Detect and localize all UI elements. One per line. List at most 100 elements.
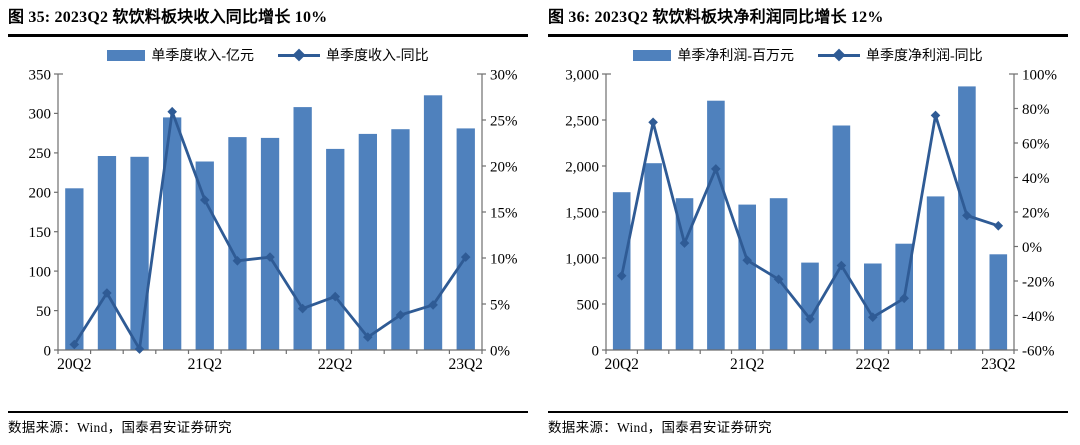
figure-35-legend: 单季度收入-亿元 单季度收入-同比 bbox=[8, 46, 528, 64]
line-series-swatch bbox=[278, 48, 320, 62]
right-axis-tick-label: -60% bbox=[1022, 343, 1055, 359]
diamond-marker bbox=[930, 110, 941, 121]
bar bbox=[260, 137, 280, 350]
bar bbox=[65, 188, 84, 350]
spacer bbox=[8, 378, 528, 411]
x-axis-tick-label: 20Q2 bbox=[604, 356, 638, 373]
diamond-marker-icon bbox=[292, 48, 306, 62]
left-axis-tick-label: 300 bbox=[29, 107, 52, 123]
left-axis-tick-label: 3,000 bbox=[565, 67, 599, 83]
bar bbox=[163, 117, 182, 351]
bar bbox=[228, 137, 247, 350]
bar bbox=[801, 262, 819, 350]
right-axis-tick-label: 5% bbox=[490, 297, 510, 313]
bar bbox=[864, 263, 882, 350]
left-axis-tick-label: 0 bbox=[44, 343, 52, 359]
bar bbox=[832, 125, 851, 350]
diamond-marker bbox=[167, 106, 177, 117]
figure-36-legend: 单季净利润-百万元 单季度净利润-同比 bbox=[548, 46, 1068, 64]
bar bbox=[738, 204, 756, 350]
right-axis-tick-label: 30% bbox=[490, 67, 518, 83]
diamond-marker bbox=[836, 260, 847, 271]
diamond-marker bbox=[265, 252, 275, 262]
bar-series bbox=[65, 95, 475, 351]
right-axis-tick-label: 0% bbox=[490, 343, 510, 359]
diamond-marker bbox=[102, 288, 112, 298]
right-axis-tick-label: 20% bbox=[490, 159, 518, 175]
diamond-marker bbox=[69, 339, 80, 350]
figure-36-chart: 0 500 1,000 1,500 2,000 2,500 3,000 -60% -40% -20… bbox=[565, 67, 1057, 373]
source-rule bbox=[548, 411, 1068, 413]
figure-35-chart: 0 50 100 150 200 250 300 350 0% 5% 10% 15% 20% 25% 30%… bbox=[29, 67, 518, 373]
figure-36-title: 图 36: 2023Q2 软饮料板块净利润同比增长 12% bbox=[548, 9, 884, 26]
left-axis-tick-label: 2,000 bbox=[565, 159, 599, 175]
diamond-marker bbox=[428, 300, 438, 310]
diamond-marker bbox=[805, 314, 815, 324]
left-axis-tick-label: 150 bbox=[29, 225, 52, 241]
right-axis-tick-label: 80% bbox=[1022, 102, 1050, 118]
bar bbox=[423, 95, 443, 350]
diamond-marker bbox=[363, 332, 373, 342]
line-series bbox=[616, 110, 1004, 324]
left-axis-tick-label: 1,500 bbox=[565, 205, 599, 221]
right-axis-tick-label: 15% bbox=[490, 205, 518, 221]
right-axis-tick-label: -40% bbox=[1022, 309, 1055, 325]
diamond-marker bbox=[993, 221, 1004, 231]
diamond-marker bbox=[297, 303, 308, 314]
source-rule bbox=[8, 411, 528, 413]
x-axis-tick-label: 21Q2 bbox=[730, 356, 764, 373]
left-axis-tick-label: 0 bbox=[592, 343, 600, 359]
line-series-legend-label: 单季度净利润-同比 bbox=[866, 49, 983, 64]
left-axis-tick-label: 250 bbox=[29, 146, 52, 162]
diamond-marker bbox=[200, 195, 210, 205]
x-axis-tick-label: 22Q2 bbox=[856, 356, 890, 373]
diamond-marker bbox=[742, 255, 752, 266]
left-axis-tick-label: 100 bbox=[29, 264, 52, 280]
diamond-marker bbox=[460, 252, 471, 262]
bar bbox=[358, 133, 377, 350]
right-axis-tick-label: 40% bbox=[1022, 171, 1050, 187]
figure-35-source: 数据来源：Wind，国泰君安证券研究 bbox=[8, 420, 232, 435]
left-axis-tick-label: 2,500 bbox=[565, 113, 599, 129]
figure-36-panel: 图 36: 2023Q2 软饮料板块净利润同比增长 12% 单季净利润-百万元 … bbox=[540, 0, 1080, 445]
bar-series-swatch bbox=[107, 49, 146, 61]
bar bbox=[769, 198, 788, 350]
figure-36-source: 数据来源：Wind，国泰君安证券研究 bbox=[548, 420, 772, 435]
left-axis-tick-label: 500 bbox=[577, 297, 600, 313]
diamond-marker bbox=[899, 293, 909, 304]
bar bbox=[195, 161, 214, 350]
diamond-marker bbox=[616, 271, 627, 281]
line-series-swatch bbox=[818, 48, 860, 62]
diamond-marker-icon bbox=[832, 48, 846, 62]
bar bbox=[130, 156, 149, 350]
bar bbox=[456, 128, 475, 350]
bar-series-legend-label: 单季净利润-百万元 bbox=[677, 49, 794, 64]
bar bbox=[293, 107, 312, 350]
bar bbox=[391, 129, 410, 350]
right-axis-tick-label: 100% bbox=[1022, 67, 1057, 83]
axis-labels: 0 500 1,000 1,500 2,000 2,500 3,000 -60% -40% -20… bbox=[565, 67, 1057, 373]
line-series bbox=[69, 106, 471, 354]
diamond-marker bbox=[232, 256, 243, 266]
diamond-marker bbox=[962, 210, 972, 221]
x-axis-tick-label: 23Q2 bbox=[448, 356, 482, 373]
bar bbox=[989, 254, 1008, 350]
x-axis-tick-label: 21Q2 bbox=[188, 356, 222, 373]
x-axis-tick-label: 23Q2 bbox=[981, 356, 1015, 373]
diamond-marker bbox=[711, 164, 721, 174]
bar bbox=[326, 148, 345, 350]
title-rule bbox=[8, 34, 528, 37]
diamond-marker bbox=[868, 312, 878, 322]
diamond-marker bbox=[648, 117, 658, 128]
axes bbox=[54, 73, 486, 354]
line-series-legend-label: 单季度收入-同比 bbox=[326, 49, 429, 64]
figure-35-title: 图 35: 2023Q2 软饮料板块收入同比增长 10% bbox=[8, 9, 328, 26]
bar-series-swatch bbox=[633, 49, 672, 61]
diamond-marker bbox=[679, 238, 690, 248]
x-axis-tick-label: 20Q2 bbox=[57, 356, 91, 373]
figure-35-panel: 图 35: 2023Q2 软饮料板块收入同比增长 10% 单季度收入-亿元 单季… bbox=[8, 9, 528, 435]
right-axis-tick-label: -20% bbox=[1022, 274, 1055, 290]
right-axis-tick-label: 25% bbox=[490, 113, 518, 129]
bar bbox=[707, 100, 725, 350]
axis-labels: 0 50 100 150 200 250 300 350 0% 5% 10% 15% 20% 25% 30%… bbox=[29, 67, 518, 373]
